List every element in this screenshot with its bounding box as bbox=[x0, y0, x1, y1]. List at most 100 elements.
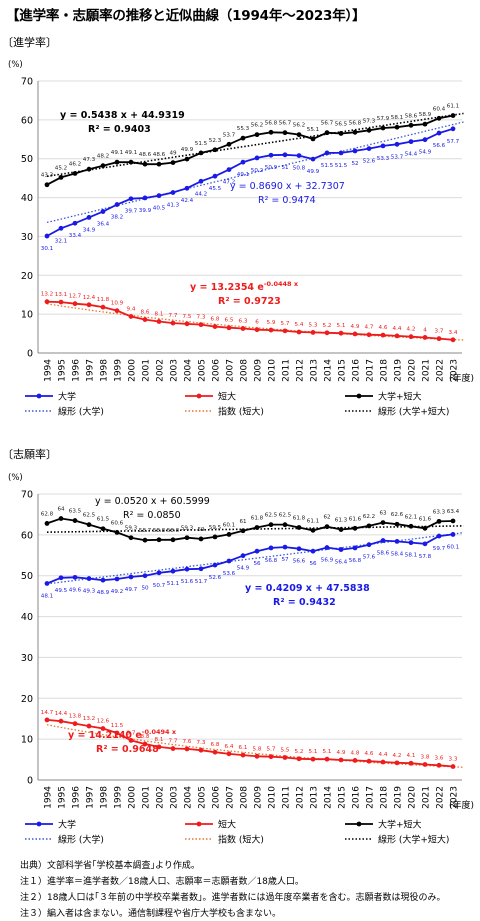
data-label-univ: 54.9 bbox=[419, 150, 432, 156]
x-tick-label: 1999 bbox=[114, 786, 124, 809]
section-label: 〔進学率〕 bbox=[2, 35, 57, 49]
x-tick-label: 2004 bbox=[184, 786, 194, 809]
x-tick-label: 2013 bbox=[310, 786, 320, 809]
data-label-total: 49 bbox=[169, 151, 177, 157]
data-point-total bbox=[310, 527, 316, 533]
y-tick-label: 30 bbox=[21, 232, 33, 243]
data-point-total bbox=[380, 125, 386, 131]
data-point-univ bbox=[212, 173, 218, 179]
data-point-junior bbox=[184, 321, 190, 327]
data-point-univ bbox=[408, 540, 414, 546]
data-point-univ bbox=[352, 148, 358, 154]
x-tick-label: 1995 bbox=[58, 786, 68, 809]
data-label-univ: 53.7 bbox=[391, 154, 404, 160]
legend-trend-label-junior: 指数 (短大) bbox=[218, 834, 264, 846]
data-label-total: 55.1 bbox=[307, 127, 320, 133]
data-point-junior bbox=[114, 308, 120, 314]
data-point-univ bbox=[268, 545, 274, 551]
data-point-total bbox=[408, 523, 414, 529]
data-label-univ: 41.3 bbox=[167, 203, 180, 209]
data-label-univ: 50.9 bbox=[265, 165, 278, 171]
data-label-total: 48.2 bbox=[97, 154, 109, 160]
y-tick-label: 30 bbox=[21, 653, 33, 664]
data-label-univ: 50.2 bbox=[251, 168, 263, 174]
legend-label-junior: 短大 bbox=[218, 819, 236, 831]
data-point-total bbox=[324, 130, 330, 136]
data-point-univ bbox=[338, 150, 344, 156]
data-label-total: 58.9 bbox=[419, 112, 432, 118]
data-label-junior: 4.4 bbox=[393, 326, 402, 332]
data-label-univ: 49.2 bbox=[111, 589, 123, 595]
data-label-total: 61.8 bbox=[251, 516, 264, 522]
data-point-junior bbox=[100, 726, 106, 731]
data-label-junior: 13.1 bbox=[55, 292, 68, 298]
y-tick-label: 50 bbox=[21, 571, 33, 582]
data-point-univ bbox=[72, 220, 78, 226]
data-label-total: 58.1 bbox=[391, 115, 404, 121]
data-label-total: 56.8 bbox=[349, 120, 362, 126]
x-tick-label: 2001 bbox=[142, 786, 152, 809]
y-tick-label: 70 bbox=[21, 490, 33, 501]
legend-marker-univ bbox=[36, 821, 42, 827]
data-point-univ bbox=[156, 193, 162, 199]
trendline-junior bbox=[46, 303, 464, 341]
data-label-junior: 11.8 bbox=[97, 297, 110, 303]
data-label-univ: 59.7 bbox=[433, 546, 446, 552]
data-point-junior bbox=[366, 332, 372, 338]
x-tick-label: 2016 bbox=[352, 786, 362, 809]
data-point-junior bbox=[86, 723, 92, 729]
data-point-junior bbox=[282, 755, 288, 760]
data-point-total bbox=[254, 525, 260, 530]
data-label-total: 61 bbox=[239, 519, 247, 525]
y-tick-label: 20 bbox=[21, 694, 33, 705]
data-label-total: 58.7 bbox=[139, 528, 152, 534]
legend-label-univ: 大学 bbox=[58, 819, 76, 831]
data-label-junior: 5.7 bbox=[267, 747, 276, 753]
data-label-junior: 4.4 bbox=[379, 752, 388, 758]
data-label-univ: 50.8 bbox=[293, 166, 306, 172]
data-point-total bbox=[338, 131, 344, 136]
data-label-junior: 13.2 bbox=[41, 292, 53, 298]
data-point-univ bbox=[86, 576, 92, 581]
data-point-univ bbox=[72, 574, 78, 580]
legend-label-junior: 短大 bbox=[218, 391, 236, 403]
data-label-total: 59.3 bbox=[181, 526, 194, 532]
data-label-univ: 48.1 bbox=[41, 593, 54, 599]
legend-trend-label-total: 線形 (大学+短大) bbox=[378, 834, 449, 846]
legend-marker-junior bbox=[196, 821, 202, 827]
data-point-junior bbox=[240, 326, 246, 331]
data-label-junior: 7.7 bbox=[169, 739, 178, 745]
data-label-univ: 58.1 bbox=[405, 553, 418, 559]
data-point-total bbox=[44, 182, 50, 188]
data-point-junior bbox=[380, 332, 386, 338]
trend-r2-junior: R² = 0.9648 bbox=[96, 744, 159, 755]
data-point-total bbox=[436, 518, 442, 524]
data-point-junior bbox=[226, 751, 232, 757]
data-label-univ: 49.3 bbox=[83, 589, 96, 595]
data-point-total bbox=[310, 136, 316, 142]
data-label-univ: 51.5 bbox=[335, 163, 348, 169]
data-label-total: 49.1 bbox=[111, 150, 124, 156]
data-point-total bbox=[408, 122, 414, 128]
data-label-total: 59.5 bbox=[209, 525, 222, 531]
data-point-univ bbox=[170, 568, 176, 574]
data-point-total bbox=[170, 160, 176, 165]
data-point-total bbox=[450, 518, 456, 524]
data-point-junior bbox=[142, 741, 148, 747]
data-label-junior: 5.5 bbox=[281, 748, 290, 754]
data-label-junior: 14.4 bbox=[55, 711, 68, 717]
data-label-univ: 53.3 bbox=[377, 156, 390, 162]
data-label-univ: 49.9 bbox=[307, 169, 320, 175]
x-tick-label: 2010 bbox=[268, 786, 278, 809]
data-label-univ: 30.1 bbox=[41, 246, 54, 252]
x-tick-label: 2010 bbox=[268, 359, 278, 382]
data-point-total bbox=[184, 156, 190, 162]
data-point-total bbox=[450, 113, 456, 118]
legend-label-total: 大学+短大 bbox=[378, 819, 422, 831]
data-label-total: 56.2 bbox=[293, 123, 305, 129]
data-label-univ: 54.4 bbox=[405, 152, 418, 158]
page-title: 【進学率・志願率の推移と近似曲線（1994年～2023年）】 bbox=[6, 8, 366, 24]
data-point-total bbox=[198, 536, 204, 542]
data-label-total: 62.5 bbox=[83, 513, 96, 519]
x-tick-label: 2018 bbox=[380, 786, 390, 809]
